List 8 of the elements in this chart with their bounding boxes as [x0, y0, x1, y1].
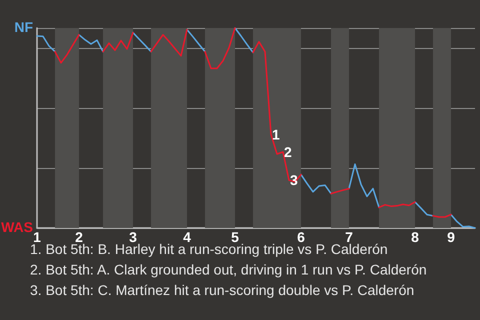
text: WAS — [1, 219, 33, 235]
text: 3. Bot 5th: C. Martínez hit a run-scoring double vs P. Calderón — [30, 282, 414, 298]
text: 2. Bot 5th: A. Clark grounded out, driving in 1 run vs P. Calderón — [30, 262, 427, 278]
text: NF — [14, 19, 34, 35]
annotation: 1 — [272, 126, 280, 142]
x-tick-label: 9 — [447, 229, 456, 245]
x-tick-label: 8 — [411, 229, 420, 245]
annotation: 2 — [284, 144, 292, 160]
